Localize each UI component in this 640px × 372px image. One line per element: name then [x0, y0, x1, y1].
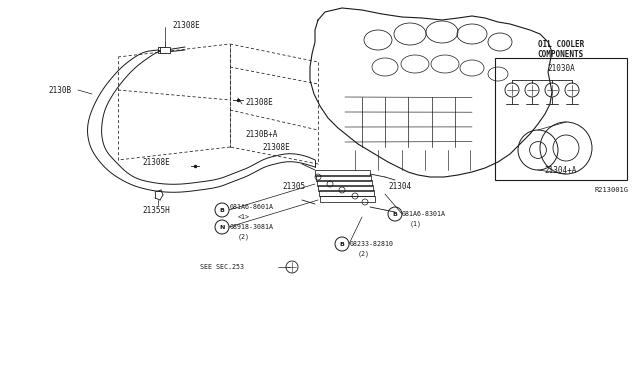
- Bar: [318, 185, 373, 191]
- Text: 21030A: 21030A: [547, 64, 575, 73]
- Bar: [158, 47, 166, 53]
- Text: 081A6-8601A: 081A6-8601A: [230, 204, 274, 210]
- Text: 21308E: 21308E: [142, 157, 170, 167]
- Text: N: N: [220, 224, 225, 230]
- Text: COMPONENTS: COMPONENTS: [538, 49, 584, 58]
- Text: 08918-3081A: 08918-3081A: [230, 224, 274, 230]
- Text: 21308E: 21308E: [245, 97, 273, 106]
- Bar: [315, 170, 370, 176]
- Text: 2130B: 2130B: [48, 86, 71, 94]
- Text: 08233-82810: 08233-82810: [350, 241, 394, 247]
- Text: 081A6-8301A: 081A6-8301A: [402, 211, 446, 217]
- Bar: [319, 190, 374, 196]
- Bar: [317, 180, 372, 186]
- Text: (1): (1): [410, 221, 422, 227]
- Text: B: B: [340, 241, 344, 247]
- Text: 21308E: 21308E: [172, 20, 200, 29]
- Text: 21308E: 21308E: [262, 142, 290, 151]
- Text: OIL COOLER: OIL COOLER: [538, 39, 584, 48]
- Text: 21304: 21304: [388, 182, 411, 190]
- Bar: [160, 47, 170, 53]
- Text: 2130B+A: 2130B+A: [245, 129, 277, 138]
- Text: (2): (2): [358, 251, 370, 257]
- Text: 21305: 21305: [282, 182, 305, 190]
- Text: R213001G: R213001G: [595, 187, 629, 193]
- Bar: [320, 196, 375, 202]
- Text: B: B: [220, 208, 225, 212]
- Text: <1>: <1>: [238, 214, 250, 220]
- Bar: [316, 175, 371, 181]
- Text: 21355H: 21355H: [142, 205, 170, 215]
- Text: B: B: [392, 212, 397, 217]
- Text: 21304+A: 21304+A: [545, 166, 577, 174]
- Bar: [495, 58, 627, 180]
- Text: SEE SEC.253: SEE SEC.253: [200, 264, 244, 270]
- Text: (2): (2): [238, 234, 250, 240]
